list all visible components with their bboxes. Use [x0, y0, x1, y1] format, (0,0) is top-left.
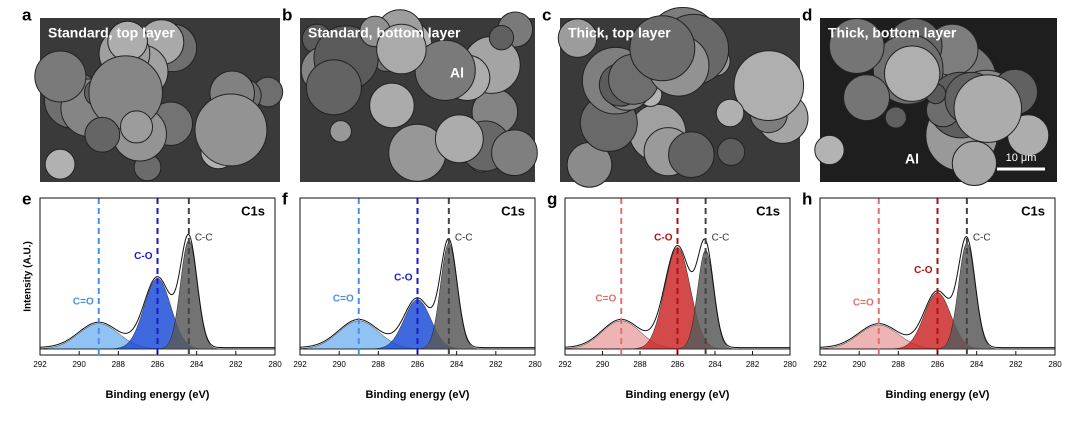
particle — [843, 74, 891, 122]
particle — [951, 140, 998, 186]
panel-letter: c — [542, 5, 551, 24]
x-tick-label: 288 — [112, 360, 126, 369]
x-tick-label: 284 — [190, 360, 204, 369]
particle — [883, 45, 941, 102]
particle — [34, 50, 87, 103]
peak-label: C-C — [455, 233, 473, 244]
image-caption: Standard, bottom layer — [308, 25, 461, 41]
particle — [434, 114, 484, 164]
peak-label: C=O — [853, 298, 874, 309]
particle — [491, 129, 538, 177]
scale-bar-label: 10 μm — [1006, 152, 1037, 164]
peak-label: C-O — [394, 272, 413, 283]
peak-label: C=O — [73, 296, 94, 307]
particle — [814, 134, 845, 166]
particle — [194, 93, 268, 167]
x-axis-label: Binding energy (eV) — [106, 389, 210, 401]
x-tick-label: 290 — [332, 360, 346, 369]
particle — [828, 18, 885, 74]
panel-letter: a — [22, 5, 32, 24]
x-tick-label: 280 — [1048, 360, 1062, 369]
envelope-line — [299, 238, 535, 349]
peak-label: C-C — [973, 233, 991, 244]
inset-label: Al — [450, 65, 464, 81]
particle — [717, 137, 746, 166]
x-tick-label: 288 — [372, 360, 386, 369]
particle — [376, 23, 427, 75]
x-tick-label: 290 — [72, 360, 86, 369]
chart-title: C1s — [241, 203, 265, 218]
x-axis-label: Binding energy (eV) — [366, 389, 470, 401]
x-tick-label: 286 — [151, 360, 165, 369]
peak-label: C-O — [134, 251, 153, 262]
panel-letter: f — [282, 189, 288, 208]
x-tick-label: 284 — [450, 360, 464, 369]
x-tick-label: 292 — [558, 360, 572, 369]
x-tick-label: 290 — [596, 360, 610, 369]
x-tick-label: 282 — [489, 360, 503, 369]
x-tick-label: 284 — [970, 360, 984, 369]
envelope-line — [564, 238, 790, 349]
chart-title: C1s — [501, 203, 525, 218]
panel-letter: g — [547, 189, 557, 208]
panel-letter: e — [22, 189, 31, 208]
panel-letter: d — [802, 5, 812, 24]
x-axis-label: Binding energy (eV) — [626, 389, 730, 401]
particle — [305, 59, 362, 116]
particle — [414, 39, 476, 101]
envelope-line — [39, 233, 275, 349]
x-tick-label: 292 — [33, 360, 47, 369]
chart-title: C1s — [1021, 203, 1045, 218]
particle — [557, 18, 598, 58]
particle — [884, 106, 907, 129]
peak-label: C-O — [914, 265, 933, 276]
x-tick-label: 282 — [1009, 360, 1023, 369]
x-tick-label: 286 — [931, 360, 945, 369]
x-tick-label: 282 — [746, 360, 760, 369]
particle — [488, 25, 515, 51]
x-tick-label: 280 — [783, 360, 797, 369]
x-tick-label: 292 — [813, 360, 827, 369]
x-tick-label: 288 — [633, 360, 647, 369]
particle — [715, 98, 745, 128]
particle — [953, 74, 1023, 143]
x-tick-label: 284 — [708, 360, 722, 369]
inset-label: Al — [905, 151, 919, 167]
peak-label: C=O — [333, 293, 354, 304]
image-caption: Thick, bottom layer — [828, 25, 957, 41]
image-caption: Standard, top layer — [48, 25, 175, 41]
panel-letter: b — [282, 5, 292, 24]
particle — [629, 15, 696, 82]
x-tick-label: 282 — [229, 360, 243, 369]
panel-letter: h — [802, 189, 812, 208]
peak-label: C-C — [195, 233, 213, 244]
particle — [668, 131, 715, 178]
x-tick-label: 292 — [293, 360, 307, 369]
peak-label: C-O — [654, 233, 673, 244]
x-tick-label: 286 — [671, 360, 685, 369]
particle — [84, 116, 121, 153]
x-axis-label: Binding energy (eV) — [886, 389, 990, 401]
particle — [733, 50, 805, 121]
image-caption: Thick, top layer — [568, 25, 671, 41]
x-tick-label: 288 — [892, 360, 906, 369]
particle — [44, 148, 76, 180]
chart-title: C1s — [756, 203, 780, 218]
particle — [119, 110, 154, 144]
y-axis-label: Intensity (A.U.) — [23, 241, 34, 312]
x-tick-label: 280 — [268, 360, 282, 369]
peak-label: C-C — [712, 233, 730, 244]
x-tick-label: 290 — [852, 360, 866, 369]
peak-label: C=O — [595, 293, 616, 304]
x-tick-label: 286 — [411, 360, 425, 369]
particle — [329, 120, 352, 143]
x-tick-label: 280 — [528, 360, 542, 369]
particle — [369, 82, 415, 129]
